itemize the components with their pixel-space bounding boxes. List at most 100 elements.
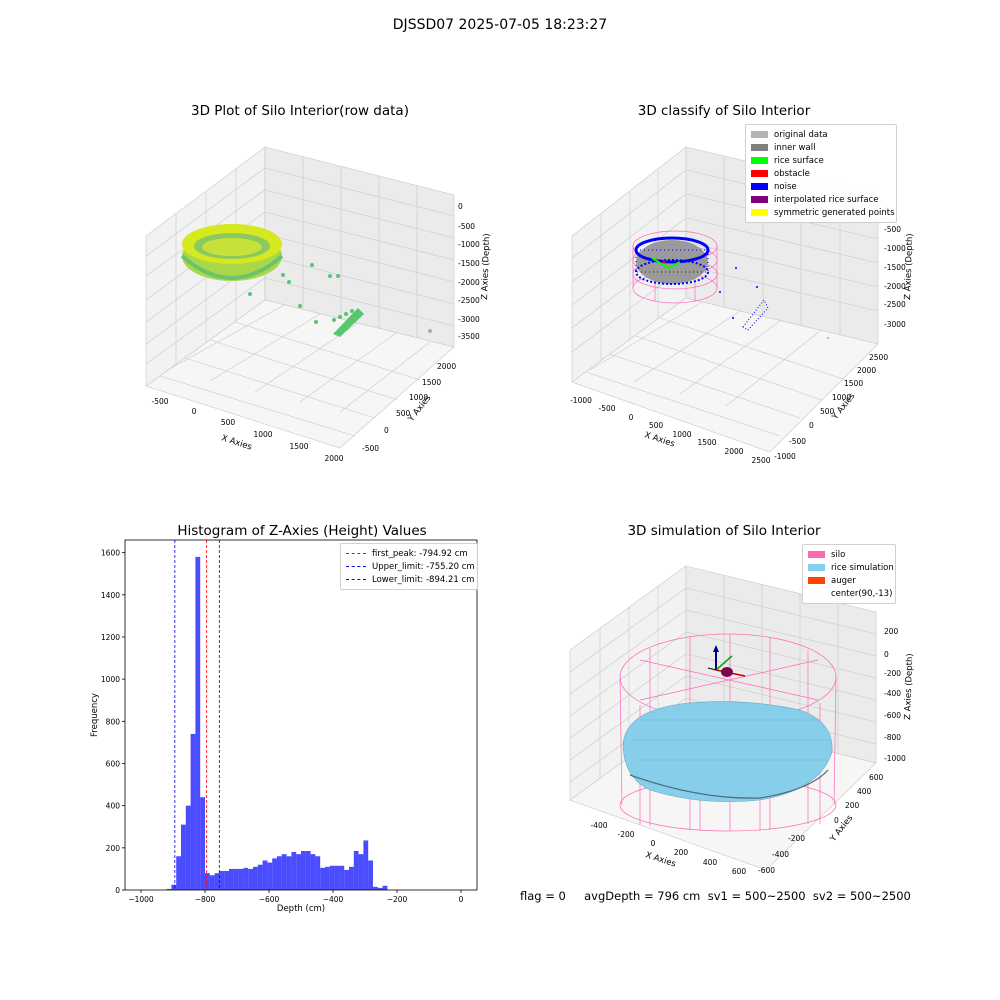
- y-tick-label: 1600: [101, 549, 120, 558]
- classify-xtick: -500: [598, 404, 615, 413]
- histogram-bar: [224, 871, 229, 890]
- histogram-bar: [329, 865, 335, 890]
- raw-silo-ring: [180, 224, 284, 281]
- y-tick-label: 200: [106, 844, 121, 853]
- raw-ytick: -500: [362, 444, 379, 453]
- raw-xtick: 500: [221, 418, 236, 427]
- simulation-ytick: 400: [857, 787, 872, 796]
- classify-xtick: 2000: [724, 447, 743, 456]
- y-tick-label: 0: [115, 886, 120, 895]
- raw-y-ticks: -500 0 500 1000 1500 2000: [362, 362, 456, 453]
- x-tick-label: −400: [323, 895, 344, 904]
- raw-xtick: 2000: [324, 454, 343, 463]
- simulation-plot-title: 3D simulation of Silo Interior: [627, 523, 821, 539]
- classify-ztick: -2500: [884, 300, 906, 309]
- histogram-bar: [382, 885, 388, 890]
- raw-3d-axes: [145, 146, 455, 449]
- legend-item-first-peak: first_peak: -794.92 cm: [346, 547, 472, 560]
- histogram-title: Histogram of Z-Axies (Height) Values: [177, 523, 427, 539]
- raw-plot-title: 3D Plot of Silo Interior(row data): [191, 103, 409, 119]
- y-tick-label: 600: [106, 759, 121, 768]
- histogram-bar: [281, 854, 287, 890]
- simulation-xtick: 400: [703, 858, 718, 867]
- histogram-bar: [272, 858, 277, 890]
- classify-ytick: 1000: [832, 393, 851, 402]
- histogram-bar: [229, 868, 234, 890]
- classify-ytick: 2500: [869, 353, 888, 362]
- legend-item-upper-limit: Upper_limit: -755.20 cm: [346, 560, 475, 573]
- raw-xtick: 0: [192, 407, 197, 416]
- legend-item-silo: silo: [808, 548, 890, 561]
- raw-ytick: 1500: [422, 378, 441, 387]
- histogram-bar: [243, 867, 249, 890]
- classify-ztick: -1500: [884, 263, 906, 272]
- histogram-bar: [277, 856, 282, 890]
- raw-x-ticks: -500 0 500 1000 1500 2000: [151, 397, 343, 463]
- histogram-bar: [339, 865, 345, 890]
- simulation-xtick: -400: [590, 821, 607, 830]
- histogram-bar: [219, 871, 225, 890]
- histogram-bar: [200, 797, 205, 890]
- histogram-bar: [214, 873, 220, 890]
- histogram-bar: [185, 805, 191, 890]
- histogram-xlabel: Depth (cm): [277, 904, 325, 914]
- raw-scatter-points: [248, 263, 432, 333]
- simulation-legend: silo rice simulation auger center(90,-13…: [802, 544, 896, 604]
- raw-ytick: 500: [396, 409, 411, 418]
- simulation-ztick: -800: [884, 733, 901, 742]
- classify-xtick: -1000: [570, 396, 592, 405]
- classify-ytick: 0: [809, 421, 814, 430]
- simulation-z-ticks: 200 0 -200 -400 -600 -800 -1000: [884, 627, 906, 763]
- classify-ytick: -500: [789, 437, 806, 446]
- rice-simulation-surface: [622, 701, 833, 802]
- simulation-xtick: 200: [674, 848, 689, 857]
- x-tick-label: −1000: [128, 895, 154, 904]
- legend-item-inner-wall: inner wall: [751, 141, 891, 154]
- classify-x-ticks: -1000 -500 0 500 1000 1500 2000 2500: [570, 396, 771, 465]
- histogram-bar: [262, 860, 268, 890]
- histogram-bar: [190, 733, 196, 890]
- simulation-zlabel: Z Axies (Depth): [903, 653, 915, 720]
- classify-ztick: -500: [884, 225, 901, 234]
- classify-3d-axes: [571, 146, 879, 453]
- raw-ztick: -2500: [458, 296, 480, 305]
- simulation-x-ticks: -400 -200 0 200 400 600: [590, 821, 746, 876]
- histogram-bar: [334, 865, 340, 890]
- histogram-bar: [358, 854, 364, 890]
- raw-scatter-cluster: [332, 308, 364, 337]
- histogram-bar: [296, 854, 301, 890]
- histogram-frame: [124, 539, 478, 891]
- histogram-x-ticks: −1000 −800 −600 −400 −200 0: [128, 890, 464, 904]
- raw-ztick: 0: [458, 202, 463, 211]
- histogram-bar: [181, 824, 186, 890]
- y-tick-label: 1400: [101, 591, 120, 600]
- histogram-bar: [166, 888, 172, 890]
- raw-ztick: -1500: [458, 259, 480, 268]
- y-tick-label: 800: [106, 717, 121, 726]
- simulation-xtick: 600: [732, 867, 747, 876]
- raw-z-ticks: 0 -500 -1000 -1500 -2000 -2500 -3000 -35…: [458, 202, 480, 341]
- simulation-ytick: 0: [834, 816, 839, 825]
- simulation-ytick: 600: [869, 773, 884, 782]
- histogram-bar: [205, 873, 210, 890]
- histogram-bar: [286, 856, 292, 890]
- raw-zlabel: Z Axies (Depth): [480, 233, 492, 300]
- simulation-ytick: -600: [758, 866, 775, 875]
- raw-ztick: -3500: [458, 332, 480, 341]
- legend-item-auger: auger: [808, 574, 890, 587]
- simulation-ytick: -200: [788, 834, 805, 843]
- simulation-ztick: -200: [884, 669, 901, 678]
- histogram-bar: [248, 868, 253, 890]
- histogram-bar: [315, 856, 321, 890]
- legend-item-symmetric-generated-points: symmetric generated points: [751, 206, 895, 219]
- simulation-xlabel: X Axies: [644, 850, 677, 869]
- classify-xtick: 1000: [672, 430, 691, 439]
- histogram-bar: [363, 840, 369, 890]
- histogram-bar: [368, 860, 373, 890]
- histogram-bar: [325, 866, 330, 890]
- simulation-ztick: 200: [884, 627, 899, 636]
- histogram-bars: [166, 556, 388, 890]
- legend-item-interpolated-rice-surface: interpolated rice surface: [751, 193, 891, 206]
